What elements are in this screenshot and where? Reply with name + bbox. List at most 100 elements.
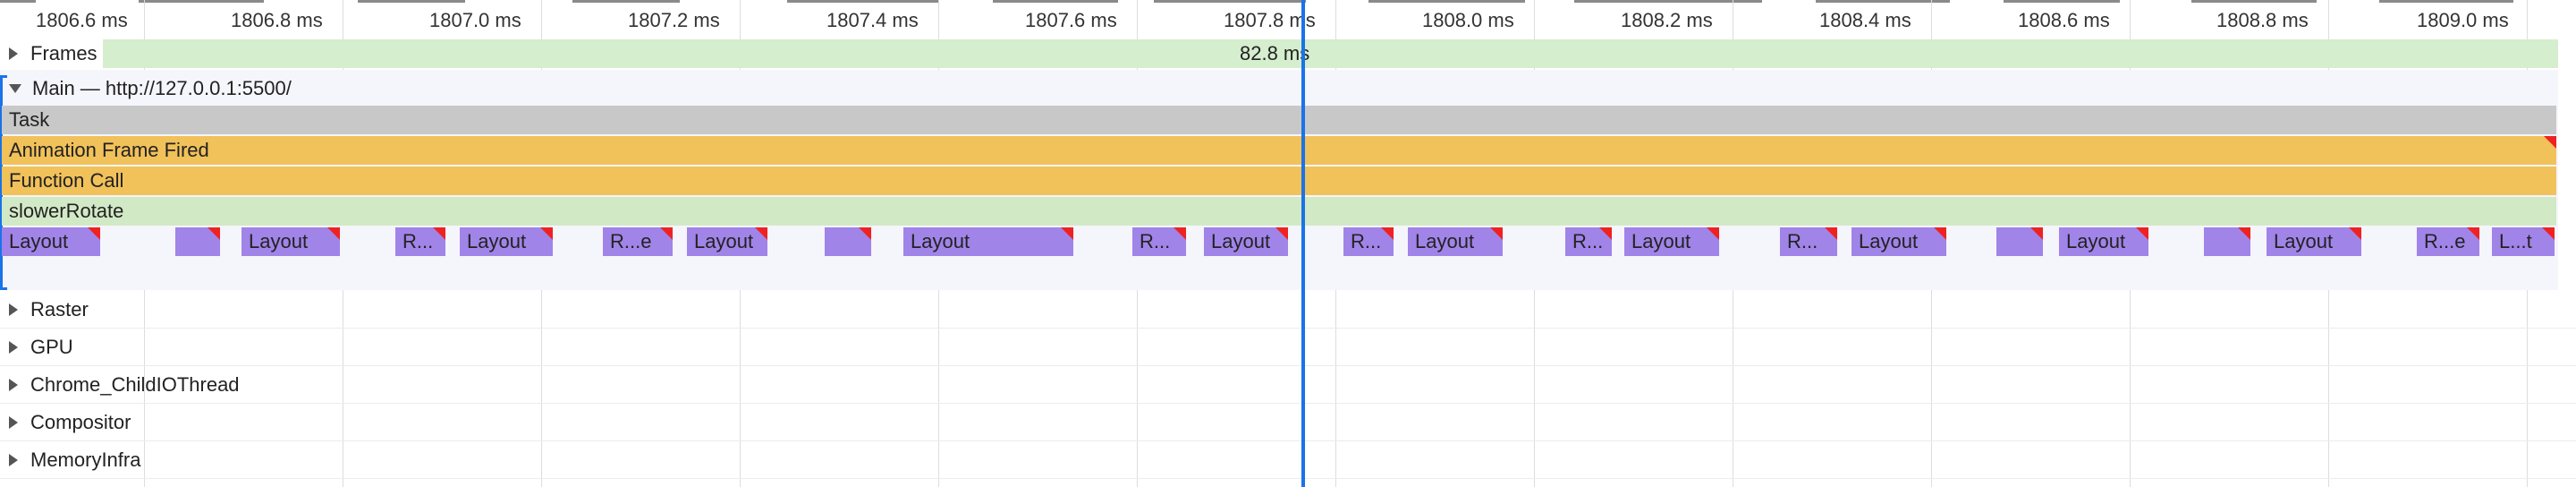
layout-event[interactable]: Layout <box>1204 227 1288 256</box>
overview-segment <box>572 0 680 3</box>
layout-event[interactable] <box>2204 227 2250 256</box>
warning-flag-icon <box>540 227 553 240</box>
tick-label: 1809.0 ms <box>2417 9 2509 31</box>
layout-event[interactable]: R... <box>1343 227 1394 256</box>
layout-event[interactable]: Layout <box>242 227 340 256</box>
layout-label: Layout <box>2274 230 2334 252</box>
layout-event[interactable] <box>1996 227 2043 256</box>
main-track-bracket <box>0 75 7 290</box>
overview-segment <box>358 0 465 3</box>
expand-arrow-icon[interactable] <box>9 454 18 466</box>
collapse-arrow-icon[interactable] <box>9 84 21 93</box>
warning-flag-icon <box>755 227 767 240</box>
overview-segment <box>2004 0 2120 3</box>
tick-label: 1806.6 ms <box>36 9 128 31</box>
track-raster[interactable]: Raster <box>0 294 89 326</box>
layout-event[interactable]: R...e <box>2417 227 2479 256</box>
layout-event[interactable] <box>825 227 871 256</box>
layout-label: R... <box>402 230 434 252</box>
overview-segment <box>787 0 939 3</box>
warning-flag-icon <box>1174 227 1186 240</box>
expand-arrow-icon[interactable] <box>9 303 18 316</box>
layout-event[interactable]: Layout <box>1408 227 1503 256</box>
frames-track[interactable] <box>0 39 2558 68</box>
track-chrome-childiothread[interactable]: Chrome_ChildIOThread <box>0 369 240 401</box>
function-call-label: Function Call <box>9 169 124 192</box>
layout-event[interactable]: Layout <box>2267 227 2361 256</box>
expand-arrow-icon[interactable] <box>9 416 18 429</box>
layout-event[interactable]: Layout <box>903 227 1073 256</box>
layout-label: R... <box>1351 230 1382 252</box>
tick-label: 1808.2 ms <box>1621 9 1713 31</box>
warning-flag-icon <box>2544 136 2556 149</box>
warning-flag-icon <box>1707 227 1719 240</box>
slower-rotate-event[interactable]: slowerRotate <box>2 197 2556 226</box>
warning-flag-icon <box>2136 227 2148 240</box>
layout-event[interactable]: Layout <box>2 227 100 256</box>
warning-flag-icon <box>327 227 340 240</box>
overview-segment <box>1816 0 1950 3</box>
overview-segment <box>1368 0 1525 3</box>
track-label: Raster <box>30 298 89 320</box>
layout-label: Layout <box>467 230 527 252</box>
layout-label: R... <box>1140 230 1171 252</box>
frame-duration[interactable]: 82.8 ms <box>1240 42 1310 64</box>
task-label: Task <box>9 108 50 131</box>
layout-label: R...e <box>610 230 652 252</box>
layout-label: R...e <box>2424 230 2466 252</box>
track-gpu[interactable]: GPU <box>0 331 73 363</box>
overview-segment <box>2191 0 2317 3</box>
track-memoryinfra[interactable]: MemoryInfra <box>0 444 140 476</box>
expand-arrow-icon[interactable] <box>9 379 18 391</box>
overview-segment <box>0 0 36 3</box>
layout-event[interactable]: R...e <box>603 227 673 256</box>
warning-flag-icon <box>1490 227 1503 240</box>
track-label: Compositor <box>30 411 131 433</box>
track-compositor[interactable]: Compositor <box>0 406 131 439</box>
layout-event[interactable]: R... <box>1132 227 1186 256</box>
expand-arrow-icon[interactable] <box>9 47 18 60</box>
layout-event[interactable]: Layout <box>687 227 767 256</box>
function-call-event[interactable]: Function Call <box>2 167 2556 195</box>
warning-flag-icon <box>2467 227 2479 240</box>
animation-frame-event[interactable]: Animation Frame Fired <box>2 136 2556 165</box>
main-track-header[interactable]: Main — http://127.0.0.1:5500/ <box>0 72 292 106</box>
layout-label: Layout <box>1859 230 1919 252</box>
layout-label: Layout <box>2066 230 2126 252</box>
warning-flag-icon <box>1825 227 1837 240</box>
layout-event[interactable]: R... <box>1565 227 1612 256</box>
warning-flag-icon <box>2030 227 2043 240</box>
layout-event[interactable]: Layout <box>1852 227 1946 256</box>
warning-flag-icon <box>208 227 220 240</box>
frames-track-header[interactable]: Frames <box>0 39 103 68</box>
time-ruler[interactable]: 1806.6 ms 1806.8 ms 1807.0 ms 1807.2 ms … <box>0 0 2576 39</box>
overview-segment <box>139 0 264 3</box>
warning-flag-icon <box>859 227 871 240</box>
layout-event[interactable]: R... <box>1780 227 1837 256</box>
track-label: GPU <box>30 336 73 358</box>
layout-event[interactable]: Layout <box>460 227 553 256</box>
layout-label: Layout <box>1211 230 1271 252</box>
timeline-cursor[interactable] <box>1301 0 1305 487</box>
layout-event[interactable]: Layout <box>1624 227 1719 256</box>
layout-label: Layout <box>694 230 754 252</box>
overview-segment <box>993 0 1118 3</box>
warning-flag-icon <box>88 227 100 240</box>
tick-label: 1808.0 ms <box>1422 9 1514 31</box>
tick-label: 1807.2 ms <box>628 9 720 31</box>
expand-arrow-icon[interactable] <box>9 341 18 354</box>
layout-event[interactable]: R... <box>395 227 445 256</box>
overview-segment <box>1154 0 1306 3</box>
layout-event[interactable]: Layout <box>2059 227 2148 256</box>
layout-event[interactable]: L...t <box>2492 227 2555 256</box>
tick-label: 1807.4 ms <box>826 9 919 31</box>
warning-flag-icon <box>2542 227 2555 240</box>
layout-event[interactable] <box>175 227 220 256</box>
warning-flag-icon <box>2349 227 2361 240</box>
layout-label: Layout <box>1631 230 1691 252</box>
track-label: MemoryInfra <box>30 449 141 471</box>
animation-frame-label: Animation Frame Fired <box>9 139 209 161</box>
layout-label: Layout <box>911 230 970 252</box>
task-event[interactable]: Task <box>2 106 2556 134</box>
